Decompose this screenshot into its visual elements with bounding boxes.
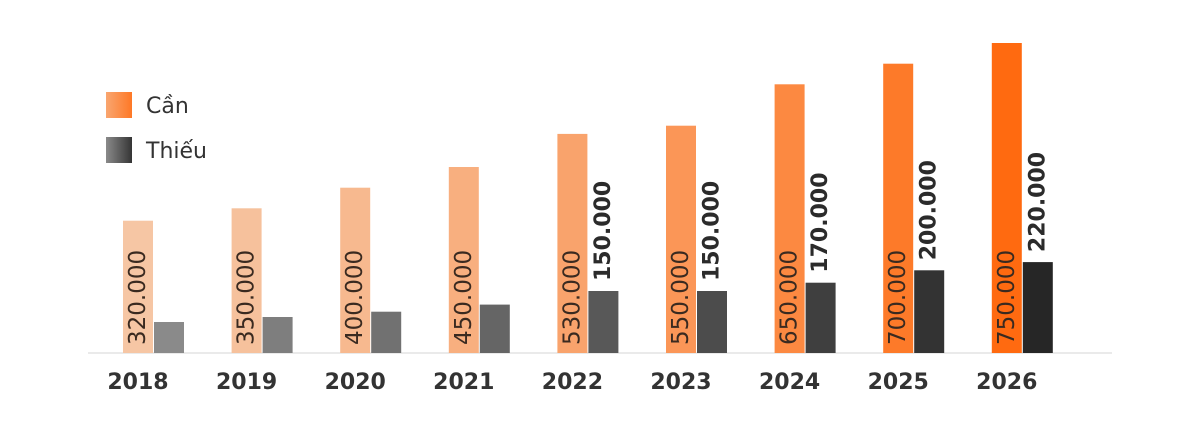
bar-thieu-2020 [371,311,402,353]
bar-can-2024 [774,84,805,354]
bar-thieu-2023 [697,291,727,353]
x-tick-labels: 2018 2019 2020 2021 2022 2023 2024 2025 2026 [107,370,1037,395]
bar-thieu-2024 [805,282,836,353]
value-label-thieu-2026: 220.000 [1025,152,1050,252]
value-label-can-2020: 400.000 [342,250,368,345]
x-tick-label-2025: 2025 [868,370,929,395]
bar-can-2019 [231,208,262,353]
bar-can-2023 [666,125,696,353]
bar-can-2022 [557,133,588,353]
bars: 320.000 350.000 400.000 450.000 530.000150.0… [123,43,1053,354]
value-label-can-2022: 530.000 [559,250,585,345]
value-label-can-2025: 700.000 [885,250,911,345]
value-label-thieu-2024: 170.000 [808,172,833,272]
value-label-thieu-2025: 200.000 [917,160,942,260]
bar-thieu-2019 [262,317,293,353]
value-label-can-2019: 350.000 [234,250,260,345]
x-tick-label-2018: 2018 [107,370,168,395]
x-tick-label-2019: 2019 [216,370,277,395]
bar-thieu-2021 [479,304,510,353]
legend: Cần Thiếu [106,92,207,164]
bar-thieu-2022 [588,291,619,353]
value-label-thieu-2022: 150.000 [591,181,616,281]
bar-can-2026 [991,43,1022,353]
x-tick-label-2024: 2024 [759,370,820,395]
value-label-can-2021: 450.000 [451,250,477,345]
value-label-can-2023: 550.000 [668,250,694,345]
x-tick-label-2026: 2026 [976,370,1037,395]
value-label-can-2018: 320.000 [125,250,151,345]
legend-label-can: Cần [146,94,189,119]
x-tick-label-2021: 2021 [433,370,494,395]
bar-thieu-2026 [1022,262,1053,353]
bar-can-2025 [883,63,914,353]
x-tick-label-2020: 2020 [325,370,386,395]
bar-can-2021 [448,167,479,353]
legend-swatch-can [106,92,132,118]
value-label-can-2026: 750.000 [994,250,1020,345]
legend-label-thieu: Thiếu [145,139,207,164]
value-label-thieu-2023: 150.000 [700,181,725,281]
bar-thieu-2025 [914,270,945,353]
bar-thieu-2018 [154,322,184,353]
bar-can-2018 [123,220,153,353]
bar-can-2020 [340,187,371,353]
value-label-can-2024: 650.000 [777,250,803,345]
x-tick-label-2022: 2022 [542,370,603,395]
legend-swatch-thieu [106,137,132,163]
x-tick-label-2023: 2023 [650,370,711,395]
